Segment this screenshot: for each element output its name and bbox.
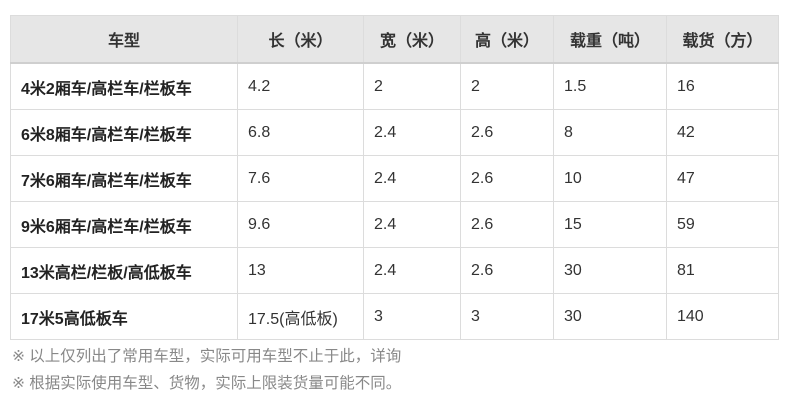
column-header: 车型 <box>10 15 238 64</box>
table-cell: 1.5 <box>553 62 667 110</box>
table-cell: 47 <box>666 155 779 202</box>
table-cell: 9.6 <box>237 201 364 248</box>
table-cell: 2 <box>460 62 554 110</box>
note: ※ 以上仅列出了常用车型，实际可用车型不止于此，详询 <box>12 348 402 365</box>
table-cell: 4.2 <box>237 62 364 110</box>
table-cell: 13 <box>237 247 364 294</box>
table-cell: 2.6 <box>460 247 554 294</box>
table-cell: 140 <box>666 293 779 340</box>
vehicle-type-cell: 13米高栏/栏板/高低板车 <box>10 247 238 294</box>
table-row: 9米6厢车/高栏车/栏板车 9.6 2.4 2.6 15 59 <box>10 201 779 248</box>
table-cell: 59 <box>666 201 779 248</box>
table-cell: 8 <box>553 109 667 156</box>
table-row: 6米8厢车/高栏车/栏板车 6.8 2.4 2.6 8 42 <box>10 109 779 156</box>
table-cell: 30 <box>553 293 667 340</box>
table-cell: 2.4 <box>363 201 461 248</box>
table-cell: 81 <box>666 247 779 294</box>
table-cell: 17.5(高低板) <box>237 293 364 340</box>
column-header: 载重（吨） <box>553 15 667 64</box>
table-row: 4米2厢车/高栏车/栏板车 4.2 2 2 1.5 16 <box>10 62 779 110</box>
vehicle-type-cell: 17米5高低板车 <box>10 293 238 340</box>
table-row: 17米5高低板车 17.5(高低板) 3 3 30 140 <box>10 293 779 340</box>
table-cell: 10 <box>553 155 667 202</box>
table-cell: 3 <box>363 293 461 340</box>
column-header: 载货（方） <box>666 15 779 64</box>
table-cell: 15 <box>553 201 667 248</box>
header-row: 车型 长（米） 宽（米） 高（米） 载重（吨） 载货（方） <box>10 15 779 64</box>
table-cell: 6.8 <box>237 109 364 156</box>
table-cell: 2.4 <box>363 247 461 294</box>
table-cell: 2.4 <box>363 109 461 156</box>
table-cell: 2.6 <box>460 155 554 202</box>
table-row: 7米6厢车/高栏车/栏板车 7.6 2.4 2.6 10 47 <box>10 155 779 202</box>
column-header: 长（米） <box>237 15 364 64</box>
column-header: 高（米） <box>460 15 554 64</box>
table-cell: 16 <box>666 62 779 110</box>
table-cell: 2.6 <box>460 201 554 248</box>
table-row: 13米高栏/栏板/高低板车 13 2.4 2.6 30 81 <box>10 247 779 294</box>
table-cell: 2 <box>363 62 461 110</box>
notes: ※ 以上仅列出了常用车型，实际可用车型不止于此，详询 ※ 根据实际使用车型、货物… <box>12 343 401 397</box>
table-cell: 2.6 <box>460 109 554 156</box>
table-cell: 2.4 <box>363 155 461 202</box>
vehicle-type-cell: 7米6厢车/高栏车/栏板车 <box>10 155 238 202</box>
vehicle-table: 车型 长（米） 宽（米） 高（米） 载重（吨） 载货（方） 4米2厢车/高栏车/栏板车 4.… <box>10 15 779 340</box>
column-header: 宽（米） <box>363 15 461 64</box>
vehicle-type-cell: 6米8厢车/高栏车/栏板车 <box>10 109 238 156</box>
vehicle-type-cell: 4米2厢车/高栏车/栏板车 <box>10 62 238 110</box>
vehicle-type-cell: 9米6厢车/高栏车/栏板车 <box>10 201 238 248</box>
table-cell: 42 <box>666 109 779 156</box>
table-cell: 3 <box>460 293 554 340</box>
table-cell: 30 <box>553 247 667 294</box>
table-cell: 7.6 <box>237 155 364 202</box>
note: ※ 根据实际使用车型、货物，实际上限装货量可能不同。 <box>12 375 402 392</box>
